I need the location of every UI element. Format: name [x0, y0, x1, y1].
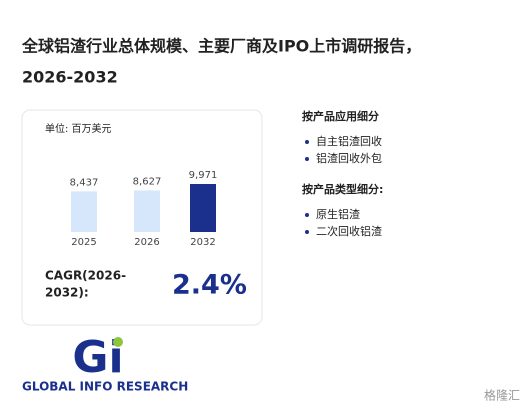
bullet: [305, 140, 309, 144]
segment-item: 二次回收铝渣: [316, 224, 382, 238]
x-tick-label: 2025: [71, 237, 96, 248]
segment-item: 原生铝渣: [316, 207, 360, 221]
segment-item: 自主铝渣回收: [316, 134, 382, 148]
value-label: 8,437: [70, 177, 99, 188]
bar: [71, 191, 97, 232]
x-tick-label: 2032: [190, 237, 215, 248]
segment-heading: 按产品类型细分:: [302, 182, 383, 196]
cagr-label: CAGR(2026-: [45, 269, 126, 283]
bar: [190, 184, 216, 232]
bar: [134, 190, 160, 232]
cagr-value: 2.4%: [172, 270, 247, 301]
logo-dot: [113, 337, 123, 347]
logo-text: GLOBAL INFO RESEARCH: [22, 380, 188, 394]
cagr-label: 2032):: [45, 286, 89, 300]
logo: Gi GLOBAL INFO RESEARCH: [22, 332, 188, 394]
bullet: [305, 213, 309, 217]
watermark: 格隆汇: [484, 388, 520, 403]
bullet: [305, 230, 309, 234]
segment-heading: 按产品应用细分: [302, 109, 379, 123]
unit-label: 单位: 百万美元: [45, 122, 112, 135]
value-label: 9,971: [189, 170, 218, 181]
x-tick-label: 2026: [134, 237, 159, 248]
title-line: 全球铝渣行业总体规模、主要厂商及IPO上市调研报告，: [21, 37, 421, 56]
title-line: 2026-2032: [22, 68, 118, 87]
value-label: 8,627: [133, 176, 162, 187]
segment-item: 铝渣回收外包: [316, 151, 382, 165]
bullet: [305, 157, 309, 161]
